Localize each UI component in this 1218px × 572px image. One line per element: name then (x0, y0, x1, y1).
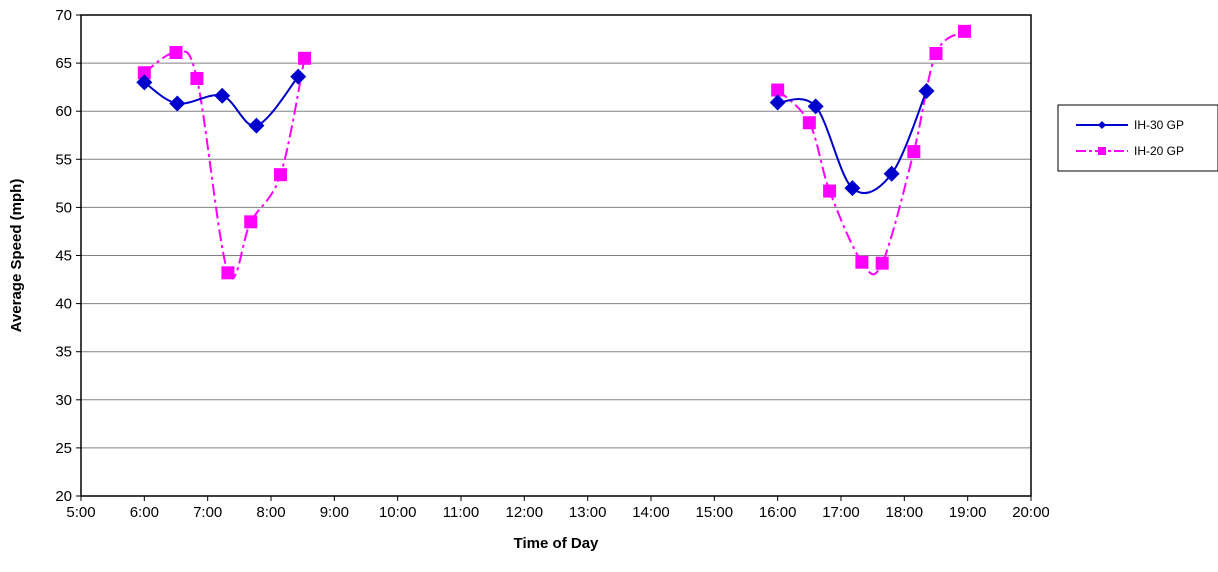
data-point-marker (807, 98, 824, 115)
legend: IH-30 GP IH-20 GP (1057, 104, 1218, 172)
legend-item: IH-30 GP (1076, 118, 1184, 132)
grid-lines (81, 62, 1031, 449)
data-point-marker (290, 68, 307, 85)
axis-ticks: 20 25 30 35 40 45 50 55 60 65 70 5:00 6:00 7:00 8:00 9:… (55, 7, 1049, 521)
data-point-marker (844, 180, 861, 197)
y-tick-label: 55 (55, 151, 72, 168)
y-tick-label: 20 (55, 488, 72, 505)
data-point-marker (875, 256, 889, 270)
x-tick-label: 19:00 (949, 504, 987, 521)
x-tick-label: 12:00 (506, 504, 544, 521)
data-point-marker (169, 46, 183, 60)
legend-marker (1098, 147, 1106, 155)
legend-box (1057, 104, 1218, 172)
series-line (777, 90, 928, 194)
x-tick-label: 18:00 (886, 504, 924, 521)
y-tick-label: 25 (55, 440, 72, 457)
data-point-marker (907, 145, 921, 159)
series-ih-20-gp (137, 24, 971, 280)
x-tick-label: 8:00 (256, 504, 285, 521)
legend-label: IH-20 GP (1134, 144, 1184, 158)
y-tick-label: 45 (55, 248, 72, 265)
y-tick-label: 30 (55, 392, 72, 409)
x-axis-title: Time of Day (514, 535, 599, 552)
data-point-marker (918, 82, 935, 99)
x-tick-label: 17:00 (822, 504, 860, 521)
data-point-marker (190, 71, 204, 85)
data-point-marker (298, 51, 312, 65)
x-tick-label: 20:00 (1012, 504, 1050, 521)
x-tick-label: 16:00 (759, 504, 797, 521)
series-line (143, 50, 306, 280)
data-point-marker (169, 95, 186, 112)
legend-item: IH-20 GP (1076, 144, 1184, 158)
data-point-marker (823, 184, 837, 198)
x-tick-label: 5:00 (66, 504, 95, 521)
y-tick-label: 40 (55, 296, 72, 313)
y-axis-title: Average Speed (mph) (8, 179, 25, 333)
data-point-marker (929, 46, 943, 60)
data-point-marker (221, 266, 235, 280)
data-point-marker (214, 87, 231, 104)
data-point-marker (769, 94, 786, 111)
series-line (776, 30, 966, 276)
legend-label: IH-30 GP (1134, 118, 1184, 132)
x-tick-label: 6:00 (130, 504, 159, 521)
data-point-marker (274, 168, 287, 182)
x-tick-label: 15:00 (696, 504, 734, 521)
y-tick-label: 60 (55, 103, 72, 120)
y-tick-label: 35 (55, 344, 72, 361)
data-point-marker (771, 83, 785, 97)
legend-marker (1098, 121, 1106, 129)
x-tick-label: 10:00 (379, 504, 417, 521)
data-point-marker (137, 66, 151, 80)
data-point-marker (802, 116, 816, 130)
data-point-marker (855, 255, 869, 269)
x-tick-label: 11:00 (443, 504, 479, 521)
series-layer (136, 24, 971, 280)
y-tick-label: 65 (55, 55, 72, 72)
data-point-marker (958, 24, 971, 38)
y-tick-label: 70 (55, 7, 72, 24)
data-point-marker (883, 165, 900, 182)
data-point-marker (244, 215, 258, 229)
series-ih-30-gp (136, 68, 935, 197)
x-tick-label: 9:00 (320, 504, 349, 521)
x-tick-label: 14:00 (632, 504, 670, 521)
x-tick-label: 7:00 (193, 504, 222, 521)
data-point-marker (136, 74, 153, 91)
y-tick-label: 50 (55, 199, 72, 216)
data-point-marker (248, 117, 265, 134)
x-tick-label: 13:00 (569, 504, 607, 521)
